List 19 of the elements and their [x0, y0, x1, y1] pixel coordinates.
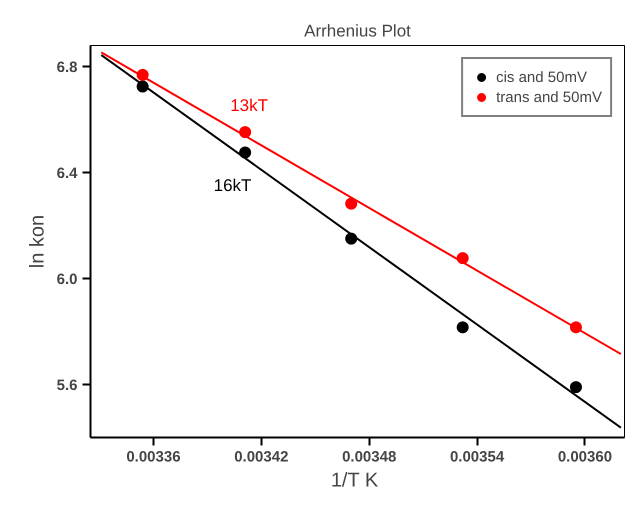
- y-tick-label: 5.6: [56, 377, 78, 394]
- x-tick-label: 0.00354: [450, 448, 505, 466]
- x-tick-label: 0.00342: [234, 448, 288, 466]
- point: [570, 381, 582, 394]
- annotation: 16kT: [214, 176, 252, 195]
- legend-label: cis and 50mV: [496, 68, 587, 86]
- y-tick-label: 6.8: [56, 59, 78, 76]
- point: [456, 321, 469, 334]
- y-axis-title: ln kon: [26, 214, 49, 268]
- legend-label: trans and 50mV: [496, 88, 602, 106]
- y-tick-label: 6.0: [56, 271, 78, 288]
- point: [345, 198, 358, 210]
- annotation: 13kT: [230, 96, 268, 115]
- x-tick-label: 0.00336: [126, 448, 181, 466]
- x-tick-label: 0.00360: [558, 448, 612, 466]
- x-axis-title: 1/T K: [330, 470, 379, 492]
- chart-title: Arrhenius Plot: [304, 22, 412, 40]
- x-tick-label: 0.00348: [342, 448, 396, 466]
- y-tick-label: 6.4: [56, 165, 78, 182]
